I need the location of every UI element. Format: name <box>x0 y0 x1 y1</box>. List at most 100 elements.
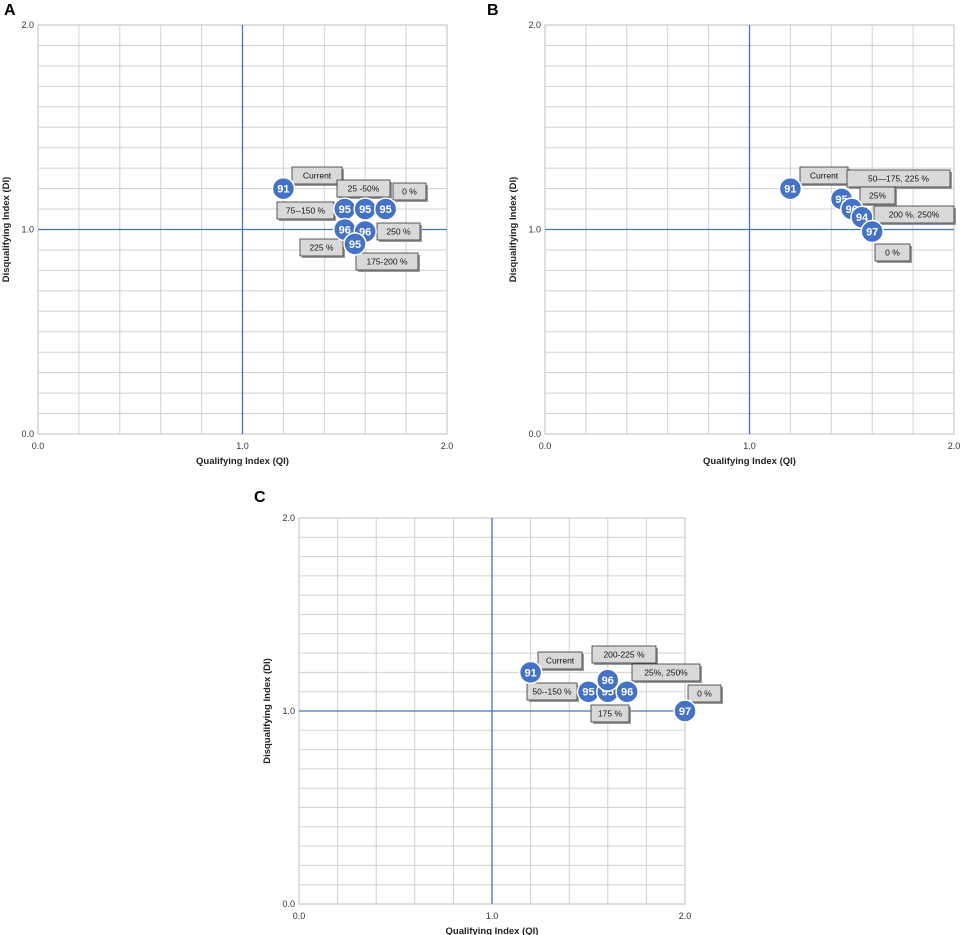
y-tick-label: 0.0 <box>528 429 541 439</box>
y-axis-title: Disqualifying Index (DI) <box>508 177 519 283</box>
x-tick-label: 0.0 <box>32 441 45 451</box>
scatter-chart-c: 0.0 1.0 2.0 0.0 1.0 2.0 Qualifying Index (QI) D… <box>262 513 723 935</box>
y-tick-label: 2.0 <box>528 20 541 30</box>
data-point-marker <box>373 197 398 221</box>
data-point-marker <box>860 219 884 244</box>
callout-text: 25 -50% <box>348 184 380 194</box>
data-point: 95 <box>373 197 398 221</box>
data-callout-label: 0 % <box>687 684 723 704</box>
data-point: 94 <box>850 205 874 229</box>
callout-text: 225 % <box>309 243 334 253</box>
callout-text: 50—175, 225 % <box>868 174 929 184</box>
data-point: 95 <box>353 197 377 221</box>
panel-letter-a: A <box>4 2 16 19</box>
callout-box <box>392 182 427 201</box>
panel-letter-b: B <box>487 2 499 19</box>
y-tick-label: 1.0 <box>528 225 541 235</box>
data-point-score-label: 97 <box>679 706 691 718</box>
data-point-score-label: 91 <box>524 667 536 679</box>
y-tick-label: 1.0 <box>282 706 295 716</box>
data-point-marker <box>673 699 697 723</box>
callout-box <box>631 663 701 682</box>
data-point-marker <box>615 679 639 704</box>
chart-panel-a: A 0.0 1.0 2.0 0.0 1.0 2.0 Qualifying Index (QI… <box>0 0 470 470</box>
data-point: 95 <box>343 232 367 256</box>
data-callout-label: Current <box>291 166 344 186</box>
callout-text: 75--150 % <box>286 206 326 216</box>
callout-text: 50--150 % <box>532 687 572 697</box>
data-callout-label: 50--150 % <box>526 682 579 702</box>
data-point-marker <box>596 668 620 692</box>
x-tick-label: 2.0 <box>679 911 692 921</box>
data-callout-label: 175 % <box>590 704 631 724</box>
y-axis-title: Disqualifying Index (DI) <box>262 658 273 764</box>
callout-box <box>846 169 951 188</box>
data-point-score-label: 94 <box>856 212 869 224</box>
x-tick-label: 1.0 <box>236 441 249 451</box>
callout-box <box>376 222 421 241</box>
data-point-score-label: 95 <box>380 204 392 216</box>
callout-box <box>291 166 343 185</box>
callout-box <box>873 205 955 224</box>
callout-box <box>299 238 344 257</box>
data-callout-label: 225 % <box>299 238 345 258</box>
data-callout-label: 25 -50% <box>336 179 392 199</box>
callout-box <box>687 684 722 703</box>
callout-text: 200 %, 250% <box>889 210 940 220</box>
data-point-score-label: 97 <box>866 227 878 239</box>
callout-text: 0 % <box>885 248 900 258</box>
y-tick-label: 2.0 <box>282 513 295 523</box>
data-point-marker <box>778 176 803 201</box>
data-point: 96 <box>596 668 620 692</box>
chart-panel-b: B 0.0 1.0 2.0 0.0 1.0 2.0 Qualifying Index (QI… <box>483 0 963 470</box>
data-callout-label: 50—175, 225 % <box>846 169 952 189</box>
callout-box <box>590 704 630 723</box>
data-point-score-label: 91 <box>277 184 289 196</box>
data-point-score-label: 95 <box>359 204 371 216</box>
data-point-marker <box>271 176 296 201</box>
callout-box <box>355 252 419 271</box>
x-tick-label: 1.0 <box>743 441 756 451</box>
data-callout-label: 0 % <box>874 243 912 263</box>
y-tick-label: 1.0 <box>21 225 34 235</box>
data-callout-label: 0 % <box>392 182 428 202</box>
data-callout-label: 25% <box>859 186 897 206</box>
callout-box <box>591 645 657 664</box>
data-callout-label: 175-200 % <box>355 252 420 272</box>
callout-text: 250 % <box>386 227 411 237</box>
callout-text: 0 % <box>697 689 712 699</box>
data-point-marker <box>343 232 367 256</box>
callout-text: 25% <box>869 191 886 201</box>
data-callout-label: 250 % <box>376 222 422 242</box>
data-callout-label: 25%, 250% <box>631 663 702 683</box>
y-tick-label: 0.0 <box>21 429 34 439</box>
callout-text: Current <box>810 171 839 181</box>
callout-text: 200-225 % <box>603 650 645 660</box>
y-tick-label: 2.0 <box>21 20 34 30</box>
data-point-score-label: 96 <box>602 675 614 687</box>
data-point-marker <box>518 660 543 685</box>
data-point: 97 <box>860 219 884 244</box>
data-callout-label: Current <box>537 651 584 671</box>
x-axis-title: Qualifying Index (QI) <box>703 456 796 467</box>
data-callout-label: Current <box>799 166 850 186</box>
data-point-score-label: 91 <box>784 184 796 196</box>
x-axis-title: Qualifying Index (QI) <box>196 456 289 467</box>
x-tick-label: 0.0 <box>539 441 552 451</box>
data-point: 91 <box>271 176 296 201</box>
data-point-score-label: 95 <box>582 687 594 699</box>
data-point-score-label: 96 <box>621 687 633 699</box>
scatter-chart-a: 0.0 1.0 2.0 0.0 1.0 2.0 Qualifying Index (QI) D… <box>1 20 453 467</box>
data-point: 96 <box>615 679 639 704</box>
panel-letter-c: C <box>254 489 266 506</box>
x-tick-label: 0.0 <box>293 911 306 921</box>
callout-box <box>336 179 391 198</box>
callout-text: Current <box>303 171 332 181</box>
scatter-chart-b: 0.0 1.0 2.0 0.0 1.0 2.0 Qualifying Index (QI) D… <box>508 20 961 467</box>
callout-box <box>859 186 896 205</box>
chart-panel-c: C 0.0 1.0 2.0 0.0 1.0 2.0 Qualifying Index (QI… <box>0 485 964 935</box>
callout-text: 175-200 % <box>366 257 408 267</box>
x-tick-label: 2.0 <box>948 441 961 451</box>
data-point: 97 <box>673 699 697 723</box>
callout-text: Current <box>546 656 575 666</box>
